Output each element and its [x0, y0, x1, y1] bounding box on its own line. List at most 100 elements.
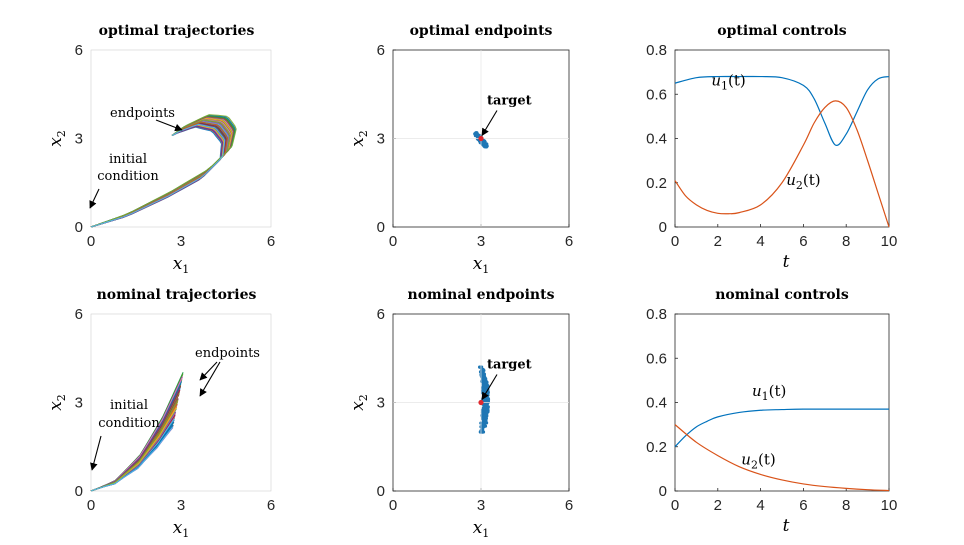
axes-frame: [90, 313, 272, 492]
trajectory-line: [90, 376, 183, 492]
y-tick-label: 0: [75, 219, 83, 236]
x-tick-label: 6: [267, 233, 275, 250]
y-tick-label: 3: [377, 131, 385, 148]
y-axis-label-base: x: [348, 401, 368, 411]
scatter-point: [484, 412, 488, 417]
series-label-arg: (t): [758, 450, 776, 468]
y-tick-label: 0: [659, 219, 667, 236]
y-tick-label: 0.4: [646, 131, 667, 148]
series-line-1: [674, 75, 890, 147]
x-axis-label-base: x: [473, 254, 483, 274]
condition-label: condition: [97, 169, 159, 184]
y-tick-label: 3: [75, 395, 83, 412]
initial-arrow: [90, 435, 102, 471]
series-line-1: [674, 408, 889, 448]
target-arrow: [481, 374, 498, 401]
scatter-point: [475, 132, 479, 136]
trajectory-line: [90, 379, 183, 492]
x-axis-label-sub: 1: [182, 263, 189, 276]
series-label-sub: 1: [762, 390, 769, 403]
x-axis-label-base: x: [173, 518, 183, 538]
y-axis-label-sub: 2: [357, 394, 370, 401]
target-marker: [478, 399, 484, 406]
trajectory-line: [90, 123, 226, 228]
x-axis-label-sub: 1: [482, 527, 489, 540]
chart-title: optimal endpoints: [410, 23, 553, 39]
series-label-2: u2(t): [741, 450, 775, 471]
trajectory-line: [90, 114, 237, 228]
axes-frame: [90, 49, 272, 228]
y-tick-label: 0.2: [646, 439, 667, 456]
trajectory-line: [90, 378, 183, 492]
x-tick-label: 0: [87, 233, 95, 250]
series-label-arg: (t): [803, 171, 821, 189]
y-tick-label: 3: [75, 131, 83, 148]
trajectory-line: [90, 377, 183, 492]
y-axis-label-base: x: [46, 401, 66, 411]
series-label-base: u: [741, 450, 751, 468]
x-tick-label: 0: [87, 497, 95, 514]
target-label: target: [487, 358, 532, 373]
y-axis-label: x2: [46, 394, 68, 411]
x-axis-label: x1: [473, 254, 490, 276]
y-tick-label: 0: [377, 219, 385, 236]
y-tick-label: 0.6: [646, 86, 667, 103]
x-axis-label: x1: [173, 254, 190, 276]
series-label-arg: (t): [728, 71, 746, 89]
scatter-point: [480, 372, 485, 376]
series-label-arg: (t): [769, 382, 787, 400]
endpoints-arrow-2: [199, 361, 221, 397]
x-axis-label: x1: [473, 518, 490, 540]
scatter-point: [484, 380, 488, 384]
chart-title: optimal controls: [717, 23, 847, 39]
endpoints-label: endpoints: [110, 106, 175, 121]
target-label: target: [487, 94, 532, 109]
y-tick-label: 0.8: [646, 42, 667, 59]
x-axis-label-base: x: [473, 518, 483, 538]
x-tick-label: 0: [671, 233, 679, 250]
y-tick-label: 0.2: [646, 175, 667, 192]
series-label-sub: 2: [751, 458, 758, 471]
scatter-point: [484, 403, 488, 407]
chart-title: nominal trajectories: [97, 287, 257, 303]
x-axis-label-sub: 1: [482, 263, 489, 276]
x-tick-label: 10: [881, 233, 898, 250]
series-label-base: u: [711, 71, 721, 89]
series-label-sub: 2: [796, 179, 803, 192]
x-tick-label: 3: [177, 233, 185, 250]
x-tick-label: 0: [389, 497, 397, 514]
y-tick-label: 0: [659, 483, 667, 500]
y-tick-label: 6: [75, 306, 83, 323]
y-axis-label: x2: [348, 394, 370, 411]
condition-label: condition: [98, 416, 160, 431]
y-axis-label: x2: [46, 130, 68, 147]
axes-frame: [674, 313, 890, 492]
y-axis-label-sub: 2: [357, 130, 370, 137]
scatter-point: [481, 369, 485, 373]
series-label-sub: 1: [721, 79, 728, 92]
scatter-point: [483, 376, 487, 380]
x-tick-label: 10: [881, 497, 898, 514]
x-axis-label: t: [783, 516, 790, 536]
y-axis-label-sub: 2: [55, 394, 68, 401]
x-tick-label: 8: [842, 233, 850, 250]
initial-arrow: [89, 188, 100, 209]
x-tick-label: 6: [799, 233, 807, 250]
x-tick-label: 6: [565, 233, 573, 250]
scatter-point: [485, 410, 489, 414]
endpoints-label: endpoints: [195, 346, 260, 361]
trajectory-line: [90, 379, 183, 492]
x-tick-label: 3: [477, 233, 485, 250]
x-tick-label: 6: [799, 497, 807, 514]
x-tick-label: 8: [842, 497, 850, 514]
x-tick-label: 3: [177, 497, 185, 514]
scatter-point: [484, 385, 488, 389]
scatter-point: [482, 421, 486, 425]
trajectory-line: [90, 380, 183, 492]
series-line-2: [674, 100, 890, 228]
